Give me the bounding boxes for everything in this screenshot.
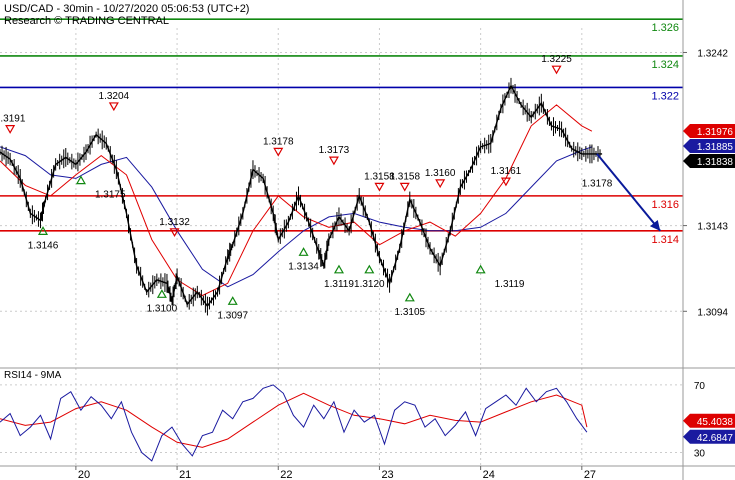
price-annotation-12: 1.3158 [364,171,395,182]
price-annotation-7: 1.3178 [263,136,294,147]
x-tick-label-1: 21 [179,469,191,480]
price-annotation-4: 1.3132 [159,217,190,228]
trough-marker-8 [298,247,309,256]
peak-marker-13 [399,182,410,192]
trough-marker-11 [364,264,375,274]
y-tick-label-1: 1.3143 [697,222,728,233]
price-annotation-2: 1.3175 [95,190,126,201]
price-annotation-10: 1.3119 [324,279,354,290]
peak-marker-15 [435,179,446,189]
price-tag-1: 1.31885 [697,142,734,153]
peak-marker-3 [108,102,119,112]
price-annotation-19: 1.3178 [582,178,613,189]
x-tick-label-2: 22 [280,469,292,480]
price-annotation-11: 1.3120 [354,279,385,290]
peak-marker-4 [169,228,180,238]
price-annotation-9: 1.3173 [319,145,350,156]
chart-title: USD/CAD - 30min - 10/27/2020 05:06:53 (U… [4,3,249,15]
price-tag-2: 1.31838 [697,157,734,168]
level-label-2: 1.322 [651,90,679,102]
price-tag-0-bg [683,124,735,139]
price-annotation-0: 1.3191 [0,114,26,125]
rsi-title: RSI14 - 9MA [4,370,62,381]
price-annotation-18: 1.3225 [541,54,572,65]
rsi-tag-0-bg [683,413,735,428]
rsi-tick-label-1: 30 [694,448,706,459]
level-label-0: 1.326 [651,22,679,34]
x-tick-label-5: 27 [584,469,596,480]
price-annotation-17: 1.3161 [491,166,522,177]
level-label-1: 1.324 [651,59,679,71]
price-tag-2-bg [683,154,735,169]
rsi-tick-label-0: 70 [694,381,706,392]
trough-marker-1 [37,226,49,235]
price-annotation-5: 1.3100 [147,303,178,314]
price-annotation-16: 1.3119 [495,279,525,290]
price-annotation-8: 1.3134 [288,261,319,272]
x-tick-label-0: 20 [78,469,90,480]
price-annotation-13: 1.3158 [389,171,420,182]
chart-subtitle: Research © TRADING CENTRAL [4,15,169,27]
rsi-tag-1: 42.6847 [697,433,734,444]
rsi-tag-1-bg [683,429,735,444]
price-annotation-6: 1.3097 [217,310,248,321]
y-tick-label-0: 1.3242 [697,48,728,59]
trough-marker-2 [75,175,86,185]
price-annotation-1: 1.3146 [28,240,59,251]
forecast-arrow-shaft [596,153,662,232]
peak-marker-17 [500,177,511,187]
price-tag-1-bg [683,139,735,154]
y-tick-label-2: 1.3094 [697,307,728,318]
rsi-ma-line [0,392,588,448]
price-annotation-14: 1.3105 [395,307,426,318]
price-line [0,84,603,308]
rsi-line [0,384,588,462]
trough-marker-5 [156,289,167,298]
forecast-arrow-head [650,219,661,231]
x-tick-label-4: 24 [483,469,495,480]
peak-marker-9 [328,156,339,166]
level-label-3: 1.316 [651,199,679,211]
peak-marker-0 [5,125,16,134]
peak-marker-18 [551,65,562,75]
ma-slow-line [0,146,593,288]
peak-marker-7 [273,147,284,157]
trough-marker-10 [333,264,345,274]
price-tag-0: 1.31976 [697,127,734,138]
price-annotation-3: 1.3204 [99,91,130,102]
x-tick-label-3: 23 [381,469,393,480]
rsi-tag-0: 45.4038 [697,417,734,428]
trough-marker-14 [404,292,415,302]
level-label-4: 1.314 [651,234,679,246]
trough-marker-6 [227,296,238,305]
trough-marker-16 [475,264,486,274]
price-annotation-15: 1.3160 [425,168,456,179]
peak-marker-12 [374,182,385,192]
